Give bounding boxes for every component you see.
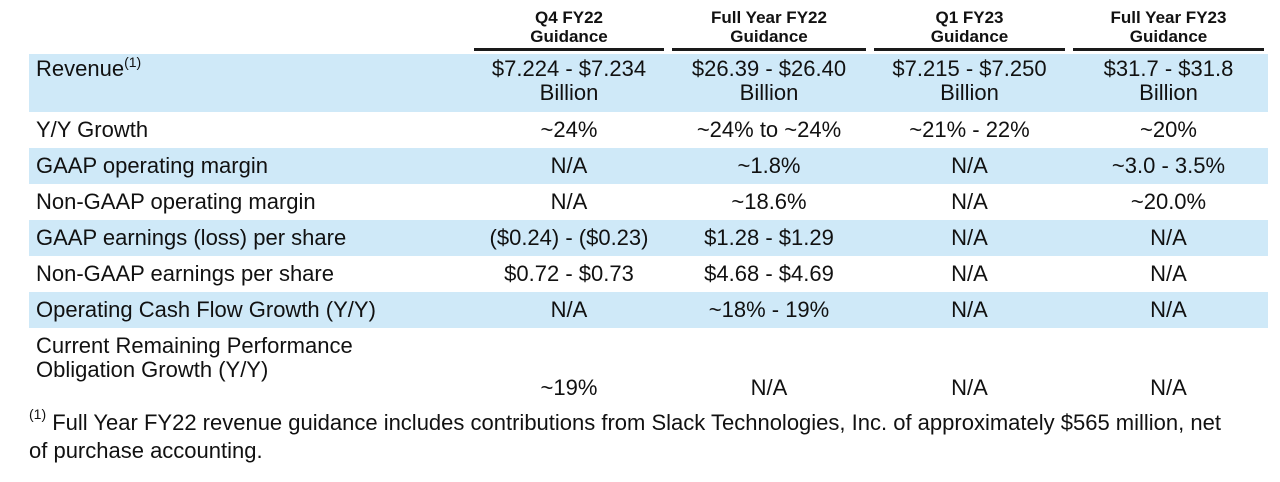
table-cell: N/A bbox=[1150, 375, 1187, 400]
table-cell: ($0.24) - ($0.23) bbox=[470, 220, 668, 256]
table-row-gaap-operating-margin: GAAP operating margin N/A ~1.8% N/A ~3.0… bbox=[29, 148, 1268, 184]
header-row: Q4 FY22 Guidance Full Year FY22 Guidance Q… bbox=[29, 0, 1268, 54]
footnote-text: Full Year FY22 revenue guidance includes… bbox=[29, 410, 1221, 463]
table-cell: ~18.6% bbox=[731, 189, 807, 214]
table-cell: N/A bbox=[1150, 261, 1187, 286]
table-cell: ~1.8% bbox=[668, 148, 870, 184]
header-q4-fy22: Q4 FY22 Guidance bbox=[470, 0, 668, 54]
table-cell: N/A bbox=[951, 375, 988, 400]
table-cell: ~20% bbox=[1140, 117, 1197, 142]
table-cell: N/A bbox=[550, 189, 588, 214]
header-full-year-fy22: Full Year FY22 Guidance bbox=[668, 0, 870, 54]
guidance-table: Q4 FY22 Guidance Full Year FY22 Guidance Q… bbox=[29, 0, 1268, 402]
table-row-non-gaap-eps: Non-GAAP earnings per share $0.72 - $0.7… bbox=[29, 256, 1268, 292]
table-cell: $0.72 - $0.73 bbox=[504, 261, 634, 286]
table-cell: ~24% bbox=[540, 117, 598, 142]
row-label: GAAP earnings (loss) per share bbox=[29, 220, 470, 256]
table-cell: N/A bbox=[1069, 220, 1268, 256]
table-cell: $7.224 - $7.234 Billion bbox=[470, 54, 668, 112]
table-cell: $1.28 - $1.29 bbox=[668, 220, 870, 256]
table-row-non-gaap-operating-margin: Non-GAAP operating margin N/A ~18.6% N/A… bbox=[29, 184, 1268, 220]
table-row-revenue: Revenue(1) $7.224 - $7.234 Billion $26.39… bbox=[29, 54, 1268, 112]
table-cell: ~21% - 22% bbox=[909, 117, 1030, 142]
table-cell: $4.68 - $4.69 bbox=[704, 261, 834, 286]
table-cell: N/A bbox=[870, 292, 1069, 328]
table-cell: N/A bbox=[470, 292, 668, 328]
guidance-table-container: Q4 FY22 Guidance Full Year FY22 Guidance Q… bbox=[29, 0, 1268, 402]
table-cell: N/A bbox=[951, 189, 988, 214]
table-cell: $31.7 - $31.8 Billion bbox=[1069, 54, 1268, 112]
footnote: (1) Full Year FY22 revenue guidance incl… bbox=[29, 406, 1229, 465]
table-cell: ~19% bbox=[540, 375, 598, 400]
row-label: GAAP operating margin bbox=[29, 148, 470, 184]
table-cell: ~18% - 19% bbox=[668, 292, 870, 328]
table-cell: N/A bbox=[870, 148, 1069, 184]
row-label: Non-GAAP earnings per share bbox=[36, 261, 334, 286]
row-label-revenue: Revenue(1) bbox=[29, 54, 470, 112]
table-row-yy-growth: Y/Y Growth ~24% ~24% to ~24% ~21% - 22% … bbox=[29, 112, 1268, 148]
header-full-year-fy23: Full Year FY23 Guidance bbox=[1069, 0, 1268, 54]
table-cell: $26.39 - $26.40 Billion bbox=[668, 54, 870, 112]
table-cell: N/A bbox=[1069, 292, 1268, 328]
footnote-marker: (1) bbox=[124, 54, 142, 70]
table-row-gaap-eps: GAAP earnings (loss) per share ($0.24) -… bbox=[29, 220, 1268, 256]
header-corner bbox=[29, 0, 470, 54]
row-label: Operating Cash Flow Growth (Y/Y) bbox=[29, 292, 470, 328]
row-label: Y/Y Growth bbox=[36, 117, 149, 142]
table-cell: N/A bbox=[951, 261, 988, 286]
row-label-crpo: Current Remaining Performance Obligation … bbox=[36, 333, 353, 382]
header-q1-fy23: Q1 FY23 Guidance bbox=[870, 0, 1069, 54]
table-cell: N/A bbox=[870, 220, 1069, 256]
table-cell: $7.215 - $7.250 Billion bbox=[870, 54, 1069, 112]
table-cell: N/A bbox=[470, 148, 668, 184]
table-cell: ~3.0 - 3.5% bbox=[1069, 148, 1268, 184]
footnote-marker: (1) bbox=[29, 406, 47, 422]
table-cell: ~24% to ~24% bbox=[696, 117, 842, 142]
table-row-crpo-growth: Current Remaining Performance Obligation … bbox=[29, 328, 1268, 402]
table-row-operating-cash-flow: Operating Cash Flow Growth (Y/Y) N/A ~18… bbox=[29, 292, 1268, 328]
table-cell: N/A bbox=[750, 375, 788, 400]
table-cell: ~20.0% bbox=[1130, 189, 1207, 214]
row-label: Non-GAAP operating margin bbox=[36, 189, 316, 214]
